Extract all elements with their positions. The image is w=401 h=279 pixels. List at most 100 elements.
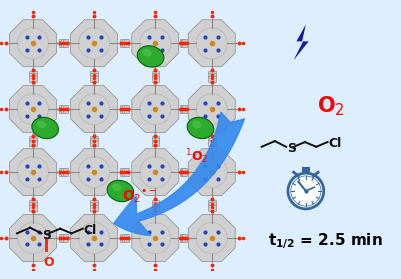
Polygon shape (90, 140, 97, 146)
Polygon shape (63, 169, 68, 176)
Polygon shape (10, 149, 56, 196)
Polygon shape (124, 169, 129, 176)
Ellipse shape (187, 117, 213, 139)
Polygon shape (207, 138, 215, 143)
Polygon shape (207, 76, 215, 82)
Polygon shape (151, 202, 159, 208)
Polygon shape (188, 86, 235, 133)
Polygon shape (132, 215, 178, 261)
Polygon shape (29, 71, 36, 76)
Text: S: S (286, 142, 295, 155)
Polygon shape (188, 215, 235, 261)
Polygon shape (90, 73, 97, 79)
Text: O: O (43, 256, 54, 269)
Polygon shape (132, 86, 178, 133)
Polygon shape (29, 202, 36, 208)
Polygon shape (179, 105, 185, 113)
Polygon shape (90, 71, 97, 76)
Polygon shape (59, 169, 64, 176)
Ellipse shape (32, 117, 58, 139)
Polygon shape (90, 205, 97, 211)
Ellipse shape (36, 121, 46, 128)
Polygon shape (181, 169, 187, 176)
Polygon shape (29, 138, 36, 143)
Polygon shape (10, 20, 56, 67)
Polygon shape (207, 140, 215, 146)
Polygon shape (63, 234, 68, 242)
Polygon shape (132, 149, 178, 196)
Polygon shape (120, 169, 126, 176)
Polygon shape (179, 40, 185, 47)
Ellipse shape (112, 184, 122, 191)
Polygon shape (180, 40, 186, 47)
Polygon shape (63, 40, 68, 47)
Text: Cl: Cl (328, 138, 341, 150)
Polygon shape (122, 169, 127, 176)
Polygon shape (29, 73, 36, 79)
Polygon shape (151, 140, 159, 146)
Ellipse shape (107, 181, 134, 202)
Polygon shape (29, 199, 36, 205)
Polygon shape (132, 20, 178, 67)
Polygon shape (59, 40, 64, 47)
Polygon shape (151, 199, 159, 205)
Polygon shape (122, 234, 127, 242)
Polygon shape (120, 234, 126, 242)
Polygon shape (90, 136, 97, 141)
Text: S: S (42, 229, 51, 242)
Polygon shape (61, 234, 66, 242)
Polygon shape (61, 40, 66, 47)
Polygon shape (90, 199, 97, 205)
Text: $\mathbf{t_{1/2}}$ = 2.5 min: $\mathbf{t_{1/2}}$ = 2.5 min (267, 231, 382, 251)
Polygon shape (29, 76, 36, 82)
Polygon shape (151, 73, 159, 79)
Polygon shape (151, 136, 159, 141)
Ellipse shape (137, 46, 164, 67)
Polygon shape (59, 234, 64, 242)
Polygon shape (71, 149, 117, 196)
Polygon shape (71, 20, 117, 67)
Polygon shape (188, 149, 235, 196)
Polygon shape (124, 105, 129, 113)
Ellipse shape (192, 121, 201, 128)
Polygon shape (151, 205, 159, 211)
Polygon shape (10, 215, 56, 261)
Polygon shape (90, 138, 97, 143)
Polygon shape (29, 140, 36, 146)
Polygon shape (124, 40, 129, 47)
Polygon shape (293, 25, 308, 60)
Polygon shape (207, 71, 215, 76)
Polygon shape (61, 105, 66, 113)
Polygon shape (71, 86, 117, 133)
Polygon shape (207, 73, 215, 79)
Ellipse shape (142, 49, 151, 57)
Text: O$_2$: O$_2$ (316, 95, 344, 119)
Circle shape (287, 173, 323, 209)
Polygon shape (120, 40, 126, 47)
Polygon shape (120, 105, 126, 113)
Polygon shape (181, 234, 187, 242)
Polygon shape (301, 167, 309, 172)
Polygon shape (151, 76, 159, 82)
Polygon shape (61, 169, 66, 176)
Text: Cl: Cl (83, 224, 97, 237)
Polygon shape (180, 105, 186, 113)
Polygon shape (181, 105, 187, 113)
Polygon shape (90, 76, 97, 82)
Polygon shape (188, 20, 235, 67)
Polygon shape (179, 169, 185, 176)
Polygon shape (122, 105, 127, 113)
Polygon shape (59, 105, 64, 113)
Polygon shape (151, 138, 159, 143)
Polygon shape (10, 86, 56, 133)
Polygon shape (29, 136, 36, 141)
Polygon shape (207, 136, 215, 141)
Polygon shape (151, 71, 159, 76)
Polygon shape (207, 199, 215, 205)
Polygon shape (179, 234, 185, 242)
Polygon shape (90, 202, 97, 208)
Polygon shape (124, 234, 129, 242)
Text: $^1$O$_2$: $^1$O$_2$ (185, 147, 208, 166)
Polygon shape (63, 105, 68, 113)
Polygon shape (71, 215, 117, 261)
